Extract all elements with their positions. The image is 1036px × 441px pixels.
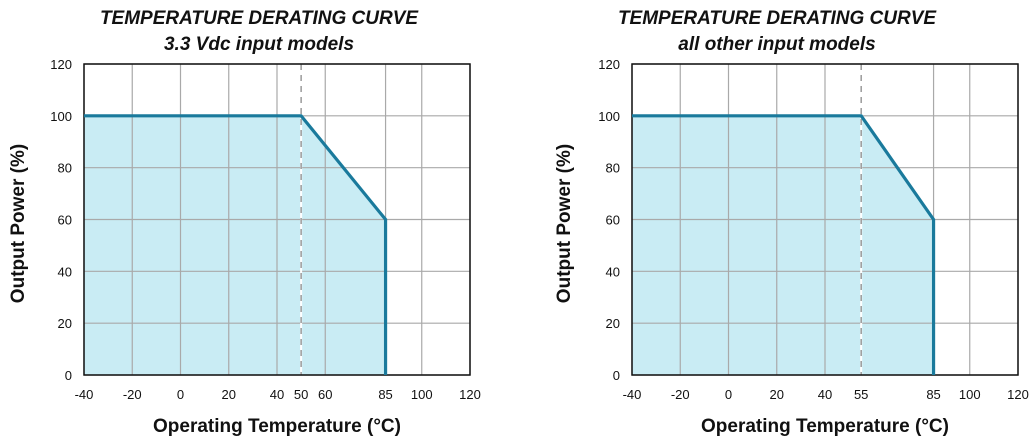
x-tick-label: 85 (926, 387, 940, 402)
derating-curve-line (632, 114, 936, 375)
x-tick-label: 50 (294, 387, 308, 402)
derating-chart-svg: -40 -20 0 20 40 50 60 85 100 120 0 20 40 60 80 100 120 Op… (8, 57, 481, 437)
chart-panel-3v3-models: TEMPERATURE DERATING CURVE 3.3 Vdc input… (8, 8, 481, 437)
x-tick-label: 120 (459, 387, 481, 402)
plot-border (631, 63, 1019, 376)
x-axis-title: Operating Temperature (°C) (701, 416, 949, 437)
x-tick-label: -40 (623, 387, 642, 402)
chart-title-line-1: TEMPERATURE DERATING CURVE (99, 8, 419, 29)
y-tick-label: 0 (65, 368, 72, 383)
derating-curve-line (84, 114, 388, 375)
y-tick-label: 40 (58, 264, 72, 279)
x-tick-label: 100 (411, 387, 433, 402)
derating-area-fill (632, 115, 934, 375)
y-tick-label: 60 (58, 213, 72, 228)
x-tick-label: 20 (222, 387, 236, 402)
y-axis-title: Output Power (%) (8, 144, 29, 303)
chart-title-line-2: all other input models (678, 34, 876, 55)
x-tick-label: -20 (123, 387, 142, 402)
y-tick-label: 100 (50, 109, 72, 124)
derating-chart-svg: -40 -20 0 20 40 55 85 100 120 0 20 40 60 80 100 120 Oper… (554, 57, 1029, 437)
y-tick-label: 80 (58, 161, 72, 176)
x-tick-label: 40 (818, 387, 832, 402)
y-tick-label: 120 (50, 57, 72, 72)
x-tick-label: 85 (378, 387, 392, 402)
chart-panel-other-models: TEMPERATURE DERATING CURVE all other inp… (518, 0, 1036, 441)
x-tick-label: -40 (75, 387, 94, 402)
chart-title-line-2: 3.3 Vdc input models (163, 34, 355, 55)
x-tick-label: 120 (1007, 387, 1029, 402)
x-tick-label: -20 (671, 387, 690, 402)
x-axis-title: Operating Temperature (°C) (153, 416, 401, 437)
y-axis-title: Output Power (%) (554, 144, 575, 303)
plot-border (83, 63, 471, 376)
y-tick-label: 40 (606, 264, 620, 279)
x-tick-label: 0 (725, 387, 732, 402)
derating-area-fill (84, 115, 386, 375)
x-tick-label: 0 (177, 387, 184, 402)
y-tick-label: 0 (613, 368, 620, 383)
x-tick-label: 40 (270, 387, 284, 402)
x-tick-label: 60 (318, 387, 332, 402)
chart-title-line-1: TEMPERATURE DERATING CURVE (617, 8, 937, 29)
y-tick-label: 20 (606, 316, 620, 331)
x-tick-label: 20 (770, 387, 784, 402)
y-tick-label: 120 (598, 57, 620, 72)
y-tick-label: 20 (58, 316, 72, 331)
x-tick-label: 55 (854, 387, 868, 402)
y-tick-label: 80 (606, 161, 620, 176)
y-tick-label: 60 (606, 213, 620, 228)
y-tick-label: 100 (598, 109, 620, 124)
x-tick-label: 100 (959, 387, 981, 402)
